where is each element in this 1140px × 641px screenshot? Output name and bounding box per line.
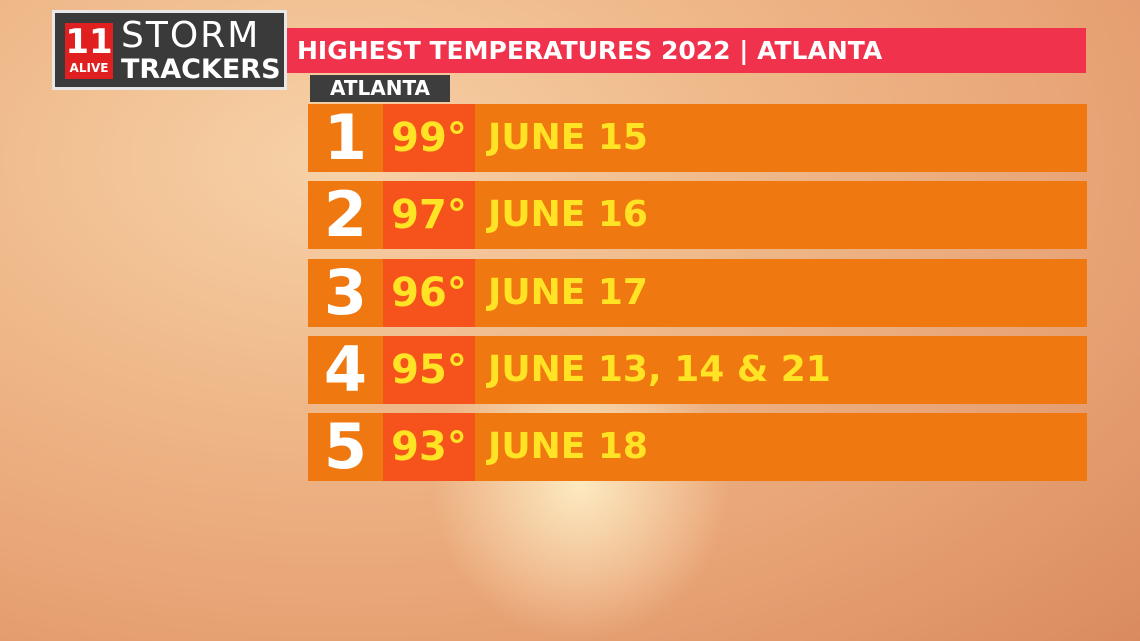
logo-line: STORM — [121, 15, 261, 56]
temperature: 99° — [383, 104, 475, 172]
rank: 5 — [323, 410, 368, 484]
date: JUNE 15 — [488, 117, 648, 158]
temperature: 96° — [383, 258, 475, 327]
date: JUNE 16 — [488, 194, 648, 236]
date: JUNE 13, 14 & 21 — [488, 348, 831, 390]
rank: 2 — [323, 178, 368, 252]
logo-tag: ALIVE — [69, 61, 109, 75]
rank: 3 — [323, 255, 368, 329]
table-row: 5 93° JUNE 18 — [308, 410, 1087, 484]
logo-badge: 11 ALIVE — [65, 23, 113, 79]
table-row: 2 97° JUNE 16 — [308, 178, 1087, 252]
rank: 4 — [323, 332, 368, 406]
temperature: 95° — [383, 335, 475, 404]
logo-number: 11 — [65, 22, 113, 62]
rank: 1 — [323, 101, 368, 174]
date: JUNE 18 — [488, 426, 648, 468]
logo: 11 ALIVE STORM TRACKERS — [52, 10, 287, 90]
temperature: 97° — [383, 181, 475, 250]
title: HIGHEST TEMPERATURES 2022 | ATLANTA — [287, 28, 1086, 73]
table-row: 1 99° JUNE 15 — [308, 104, 1087, 172]
logo-line: TRACKERS — [121, 54, 281, 85]
location-tab: ATLANTA — [310, 75, 450, 102]
temperature: 93° — [383, 413, 475, 482]
table-row: 4 95° JUNE 13, 14 & 21 — [308, 332, 1087, 406]
date: JUNE 17 — [488, 271, 648, 313]
table-row: 3 96° JUNE 17 — [308, 255, 1087, 329]
